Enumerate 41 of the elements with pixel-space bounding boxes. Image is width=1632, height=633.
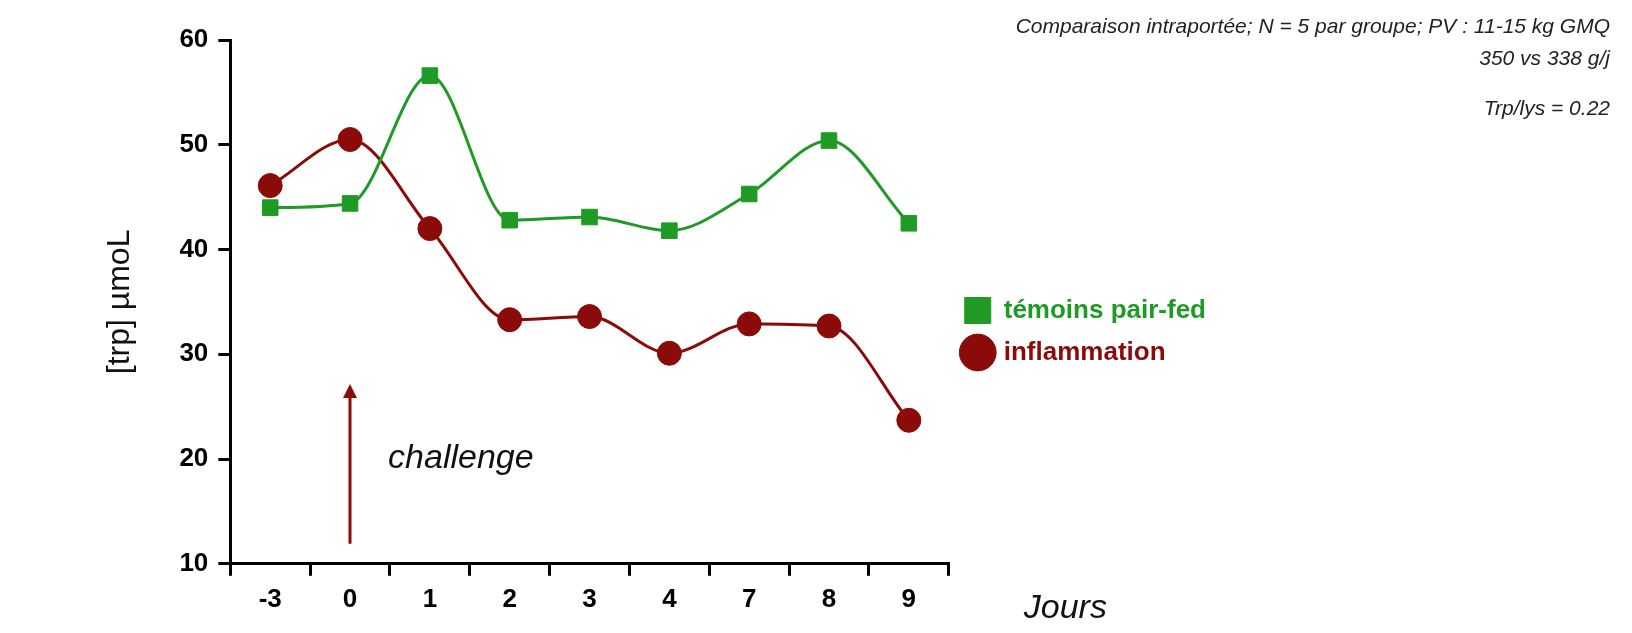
x-tick-label: 0: [342, 582, 358, 613]
point: [337, 127, 363, 153]
point: [736, 311, 762, 337]
point: [261, 199, 279, 216]
x-tick-label: 8: [821, 582, 837, 613]
point: [421, 67, 439, 84]
y-tick-label: 60: [179, 23, 209, 54]
point: [656, 340, 682, 366]
x-tick-label: 4: [662, 582, 678, 613]
legend-label: témoins pair-fed: [1003, 293, 1206, 324]
x-tick-label: 3: [582, 582, 597, 613]
x-tick-label: 2: [502, 582, 517, 613]
y-tick-label: 50: [179, 127, 209, 158]
y-tick-label: 10: [179, 546, 209, 577]
y-tick-label: 30: [179, 337, 209, 368]
x-tick-label: 7: [741, 582, 757, 613]
text: Comparaison intraportée; N = 5 par groupe; PV : 11-15 kg GMQ: [1015, 13, 1610, 39]
point: [900, 215, 918, 232]
point: [816, 313, 842, 339]
point: [820, 132, 838, 149]
point: [257, 173, 283, 199]
point: [740, 185, 758, 203]
point: [577, 304, 603, 330]
y-tick-label: 40: [179, 232, 209, 263]
point: [896, 407, 922, 433]
text: 350 vs 338 g/j: [1478, 45, 1610, 71]
point: [501, 211, 518, 229]
point: [581, 208, 598, 226]
point: [497, 307, 523, 333]
text: Trp/lys = 0.22: [1482, 95, 1610, 121]
x-tick-label: 1: [422, 582, 438, 613]
point: [341, 195, 359, 212]
x-tick-label: 9: [901, 582, 917, 613]
x-tick-label: -3: [258, 582, 282, 613]
legend-label: inflammation: [1003, 335, 1166, 366]
x-axis-title: Jours: [1022, 587, 1107, 626]
point: [661, 222, 678, 239]
y-tick-label: 20: [179, 442, 209, 473]
y-axis-title: [trp] µmoL: [100, 229, 137, 375]
point: [417, 216, 443, 242]
annotation: challenge: [388, 437, 534, 476]
